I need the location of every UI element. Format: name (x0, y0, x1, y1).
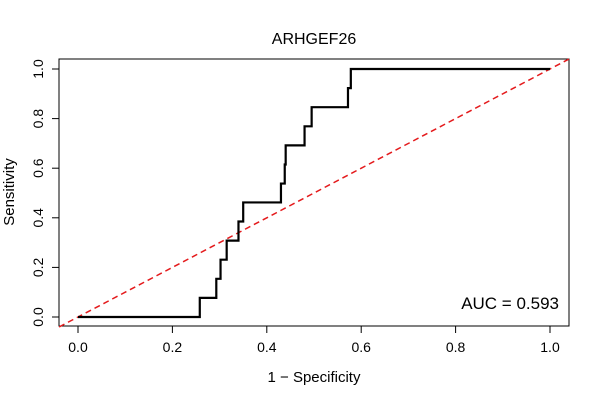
chart-title: ARHGEF26 (272, 31, 357, 48)
auc-annotation: AUC = 0.593 (461, 294, 559, 313)
x-axis: 0.0 0.2 0.4 0.6 0.8 1.0 (68, 325, 560, 355)
x-tick-label: 0.2 (163, 339, 183, 355)
y-axis: 0.0 0.2 0.4 0.6 0.8 1.0 (30, 59, 60, 327)
x-tick-label: 0.6 (351, 339, 371, 355)
x-tick-label: 0.8 (446, 339, 466, 355)
y-tick-label: 0.0 (30, 307, 46, 327)
x-tick-label: 1.0 (540, 339, 560, 355)
roc-curve (78, 67, 550, 319)
x-tick-label: 0.4 (257, 339, 277, 355)
y-axis-label: Sensitivity (1, 158, 18, 226)
y-tick-label: 0.2 (30, 257, 46, 277)
y-tick-label: 1.0 (30, 59, 46, 79)
diagonal-reference-line (58, 58, 570, 328)
plot-box (58, 58, 570, 327)
x-tick-label: 0.0 (68, 339, 88, 355)
y-tick-label: 0.4 (30, 208, 46, 228)
y-tick-label: 0.6 (30, 158, 46, 178)
x-axis-label: 1 − Specificity (268, 369, 361, 386)
y-tick-label: 0.8 (30, 109, 46, 129)
